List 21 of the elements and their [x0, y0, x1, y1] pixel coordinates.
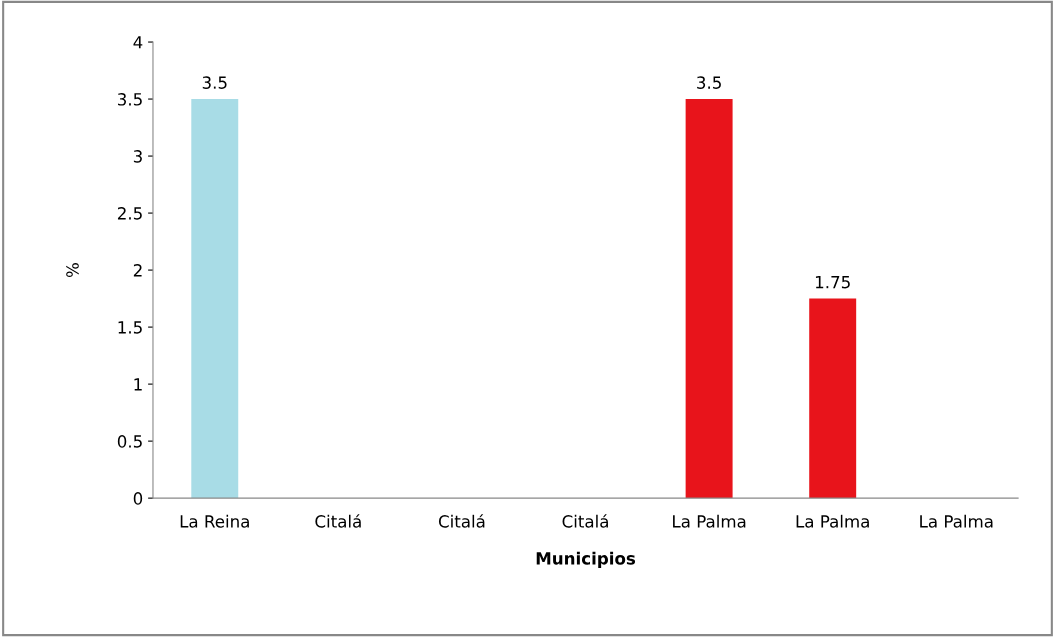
x-tick-label: La Palma [796, 514, 869, 528]
y-tick-label: 2 [133, 264, 142, 277]
data-label: 1.75 [815, 276, 850, 289]
y-tick-label: 3.5 [118, 93, 142, 106]
x-axis-title: Municipios [536, 551, 636, 568]
x-tick-label: La Reina [180, 514, 249, 528]
x-tick-label: La Palma [673, 514, 746, 528]
y-tick-label: 3 [133, 150, 142, 163]
data-label: 3.5 [697, 76, 721, 89]
y-tick-label: 0.5 [117, 435, 142, 448]
data-label: 3.5 [202, 76, 227, 89]
y-tick-label: 1.5 [118, 321, 142, 334]
y-tick-label: 2.5 [117, 207, 142, 220]
y-axis-title: % [66, 263, 79, 278]
y-tick-label: 0 [133, 492, 143, 505]
x-tick-label: La Palma [920, 514, 993, 528]
x-tick-label: Citalá [438, 514, 485, 528]
x-tick-label: Citalá [315, 514, 361, 528]
y-tick-label: 4 [133, 36, 143, 49]
y-tick-label: 1 [134, 378, 142, 391]
x-tick-label: Citalá [562, 514, 608, 528]
